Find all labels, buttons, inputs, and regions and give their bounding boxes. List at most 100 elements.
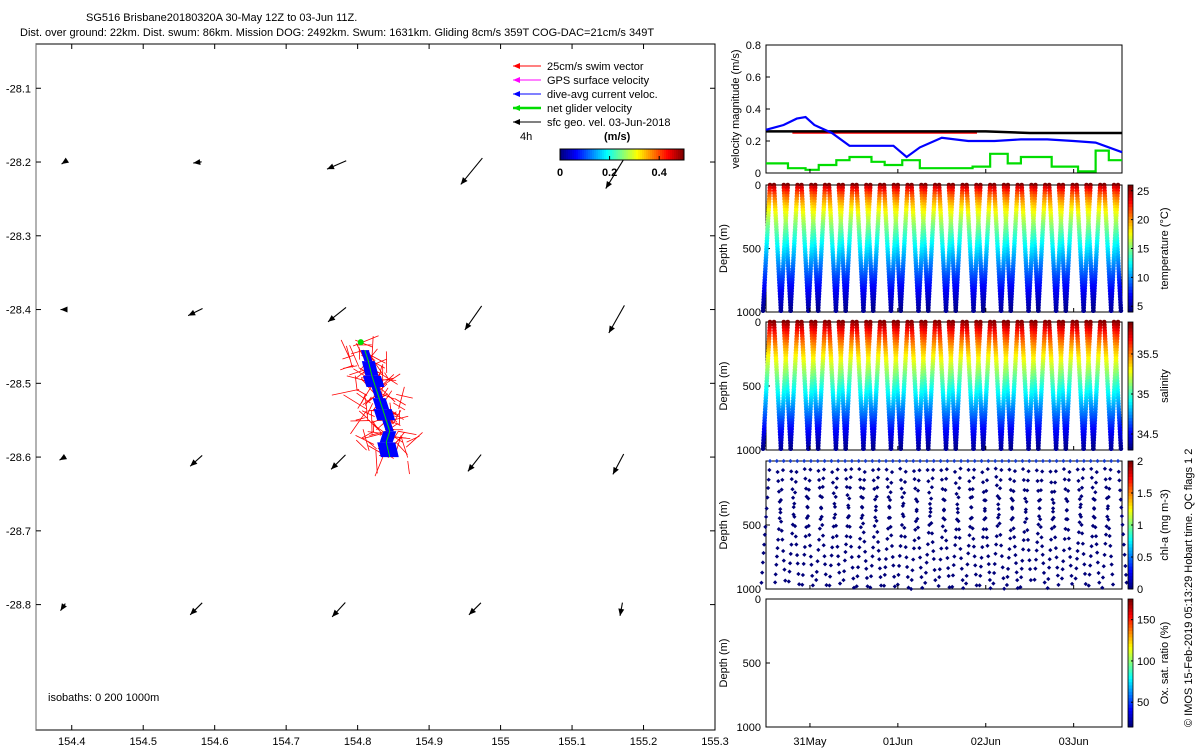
swim-vector bbox=[358, 410, 368, 419]
colorbar-cell bbox=[680, 149, 683, 160]
colorbar-cell bbox=[606, 149, 609, 160]
section-point bbox=[1053, 308, 1059, 314]
velocity-frame bbox=[765, 44, 1123, 174]
glider-track bbox=[331, 335, 423, 477]
legend-arrow-head bbox=[513, 105, 520, 111]
colorbar-cell bbox=[650, 149, 653, 160]
swim-vector bbox=[397, 430, 417, 435]
colorbar-tick-label: 0.2 bbox=[602, 167, 617, 179]
swim-vector bbox=[396, 393, 413, 399]
colorbar-cell bbox=[1128, 270, 1133, 275]
section-point bbox=[833, 308, 839, 314]
colorbar-cell bbox=[1128, 245, 1133, 249]
depth-axis-label: Depth (m) bbox=[718, 224, 730, 273]
velocity-y-tick-label: 0.8 bbox=[746, 40, 761, 52]
colorbar-tick-label: 25 bbox=[1137, 186, 1149, 198]
velocity-panel: 00.20.40.60.8 velocity magnitude (m/s) bbox=[730, 40, 1123, 180]
colorbar-tick-label: 15 bbox=[1137, 244, 1149, 256]
swim-vector bbox=[340, 339, 351, 360]
section-point bbox=[870, 308, 876, 314]
depth-tick-label: 500 bbox=[743, 244, 761, 256]
section-point bbox=[778, 308, 784, 314]
geo-velocity-arrow-head bbox=[188, 309, 196, 316]
section-point bbox=[1026, 308, 1031, 314]
section-point bbox=[815, 308, 821, 314]
geo-velocity-arrow-head bbox=[60, 603, 67, 611]
colorbar-cell bbox=[1128, 296, 1133, 300]
legend-arrow-head bbox=[513, 119, 520, 125]
map-x-tick-label: 155.3 bbox=[701, 736, 729, 748]
map-x-tick-label: 154.9 bbox=[415, 736, 443, 748]
colorbar-cell bbox=[638, 149, 641, 160]
geo-velocity-arrow-head bbox=[612, 466, 619, 475]
swim-vector bbox=[367, 431, 382, 434]
colorbar-cell bbox=[644, 149, 647, 160]
colorbar-cell bbox=[1128, 226, 1133, 230]
map-y-tick-label: -28.1 bbox=[6, 83, 31, 95]
colorbar-cell bbox=[1128, 229, 1133, 234]
colorbar-cell bbox=[602, 149, 605, 160]
legend-arrow-head bbox=[513, 77, 520, 83]
section-point bbox=[980, 446, 986, 452]
colorbar-cell bbox=[596, 149, 599, 160]
map-y-tick-label: -28.6 bbox=[6, 452, 31, 464]
section-point bbox=[998, 446, 1004, 452]
colorbar-cell bbox=[592, 149, 595, 160]
colorbar-cell bbox=[568, 149, 571, 160]
colorbar-cell bbox=[1128, 267, 1133, 272]
section-point bbox=[971, 308, 976, 314]
colorbar-cell bbox=[1128, 277, 1133, 281]
swim-vector bbox=[331, 388, 360, 396]
colorbar-cell bbox=[1128, 238, 1133, 243]
section-point bbox=[1108, 308, 1114, 314]
map-x-tick-label: 154.4 bbox=[58, 736, 86, 748]
colorbar-cell bbox=[630, 149, 633, 160]
map-x-tick-label: 155.2 bbox=[630, 736, 658, 748]
depth-tick-label: 0 bbox=[755, 180, 761, 192]
map-x-tick-label: 154.5 bbox=[129, 736, 157, 748]
swim-vector bbox=[376, 374, 395, 391]
section-point bbox=[870, 446, 876, 452]
swim-vector bbox=[407, 460, 410, 475]
colorbar-cell bbox=[1128, 210, 1133, 215]
map-y-tick-label: -28.7 bbox=[6, 526, 31, 538]
colorbar-cell bbox=[622, 149, 625, 160]
colorbar-cell bbox=[1128, 292, 1133, 297]
swim-vector bbox=[358, 347, 361, 360]
geo-velocity-arrow-head bbox=[605, 181, 612, 189]
colorbar-cell bbox=[584, 149, 587, 160]
geo-velocity-arrow-head bbox=[60, 306, 68, 313]
section-point bbox=[1026, 446, 1031, 452]
colorbar-cell bbox=[626, 149, 629, 160]
colorbar-cell bbox=[1128, 283, 1133, 288]
colorbar-label: temperature (°C) bbox=[1159, 207, 1171, 289]
swim-vector bbox=[361, 393, 366, 404]
colorbar-cell bbox=[640, 149, 643, 160]
colorbar-cell bbox=[664, 149, 667, 160]
colorbar-cell bbox=[1128, 308, 1133, 313]
colorbar-tick-label: 20 bbox=[1137, 215, 1149, 227]
colorbar-cell bbox=[632, 149, 635, 160]
colorbar-cell bbox=[618, 149, 621, 160]
section-point bbox=[861, 308, 866, 314]
colorbar-cell bbox=[562, 149, 565, 160]
swim-vector bbox=[365, 397, 369, 421]
colorbar-cell bbox=[634, 149, 637, 160]
section-point bbox=[1091, 308, 1096, 314]
geo-velocity-arrow-head bbox=[327, 163, 335, 170]
geo-velocity-arrow-head bbox=[464, 322, 472, 330]
geo-velocity-arrow-head bbox=[332, 609, 340, 617]
section-point bbox=[971, 446, 976, 452]
geo-velocity-arrow-head bbox=[59, 453, 68, 461]
map-y-tick-label: -28.3 bbox=[6, 231, 31, 243]
legend-label: net glider velocity bbox=[547, 103, 632, 115]
map-x-tick-label: 154.8 bbox=[344, 736, 372, 748]
colorbar-cell bbox=[572, 149, 575, 160]
colorbar-cell bbox=[670, 149, 673, 160]
geo-velocity-arrow-head bbox=[193, 159, 201, 166]
swim-vector bbox=[345, 345, 353, 368]
legend-label: dive-avg current veloc. bbox=[547, 89, 658, 101]
